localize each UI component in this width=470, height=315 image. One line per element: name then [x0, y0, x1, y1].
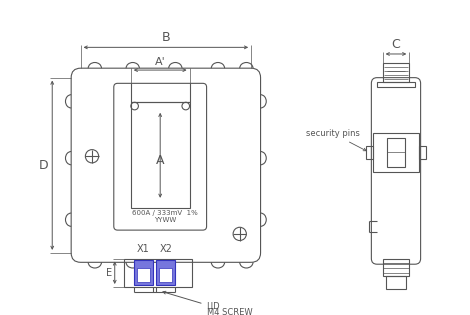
Bar — [366, 146, 373, 159]
Text: LID: LID — [207, 302, 220, 311]
Bar — [136, 268, 150, 282]
Text: E: E — [106, 268, 112, 278]
Text: X1: X1 — [137, 244, 149, 254]
Bar — [419, 146, 426, 159]
Bar — [383, 63, 409, 83]
Text: security pins: security pins — [306, 129, 366, 151]
Bar — [377, 83, 415, 87]
Bar — [133, 261, 153, 285]
Text: YYWW: YYWW — [154, 217, 176, 223]
Text: M4 SCREW: M4 SCREW — [207, 308, 252, 315]
Bar — [385, 276, 407, 289]
Bar — [159, 268, 172, 282]
Bar — [157, 261, 175, 285]
Text: X2: X2 — [159, 244, 172, 254]
Text: C: C — [392, 38, 400, 51]
Bar — [131, 102, 189, 208]
Text: B: B — [162, 31, 170, 43]
Text: A: A — [156, 153, 164, 167]
Bar — [383, 259, 409, 276]
Text: D: D — [39, 159, 48, 172]
Bar — [373, 133, 419, 172]
Bar — [386, 138, 406, 167]
Text: A': A' — [155, 57, 165, 67]
Text: 600A / 333mV  1%: 600A / 333mV 1% — [132, 210, 198, 216]
Bar — [124, 259, 192, 287]
